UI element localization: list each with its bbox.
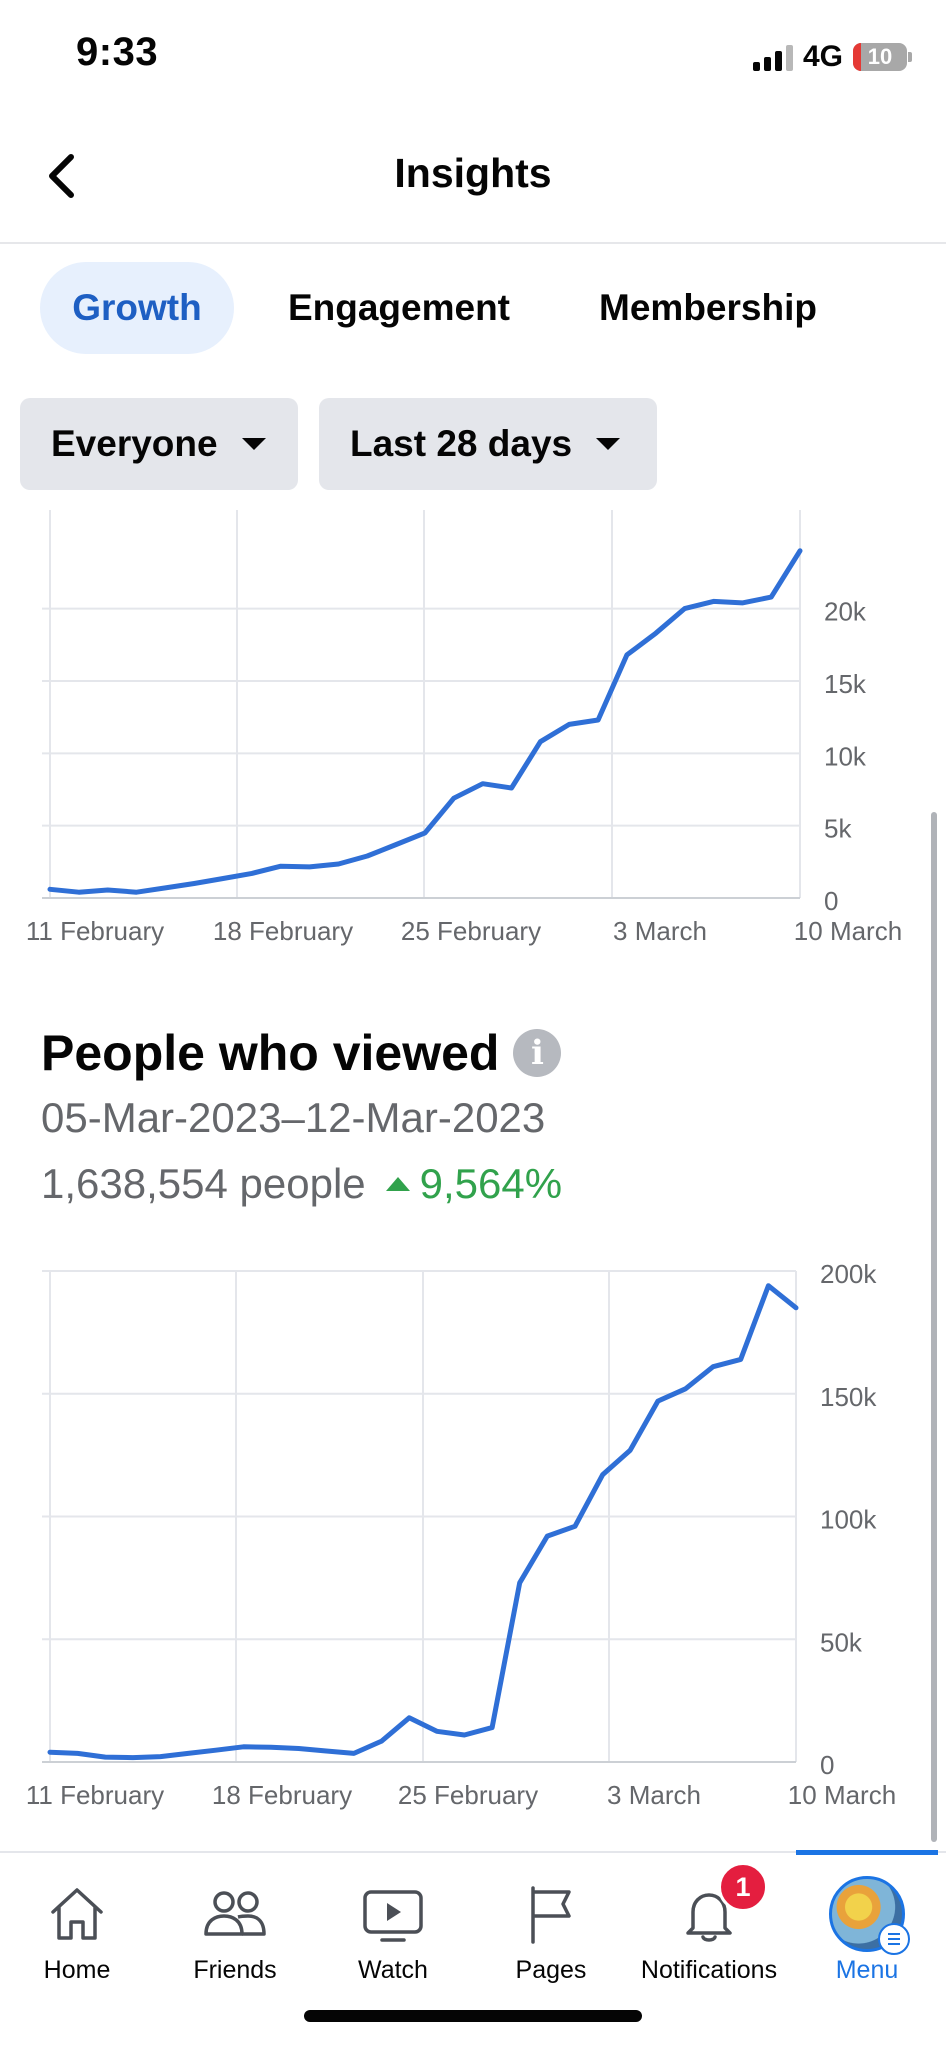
y-tick-label: 50k: [820, 1627, 863, 1657]
y-tick-label: 10k: [824, 741, 867, 771]
y-tick-label: 200k: [820, 1259, 877, 1289]
y-tick-label: 0: [820, 1750, 834, 1780]
period-filter-label: Last 28 days: [350, 423, 573, 464]
nav-home-label: Home: [43, 1956, 111, 1984]
people-count: 1,638,554 people: [41, 1160, 366, 1207]
nav-menu[interactable]: Menu: [788, 1862, 946, 1992]
x-tick-label: 3 March: [607, 1780, 701, 1810]
nav-menu-label: Menu: [835, 1956, 899, 1984]
tab-growth[interactable]: Growth: [40, 262, 234, 354]
avatar-menu-icon: [829, 1876, 910, 1955]
active-tab-indicator: [796, 1850, 938, 1855]
scrollbar[interactable]: [931, 812, 937, 1842]
y-tick-label: 100k: [820, 1505, 877, 1535]
menu-lines-icon: [878, 1923, 910, 1955]
tab-membership[interactable]: Membership: [599, 287, 817, 328]
chevron-left-icon: [49, 154, 74, 198]
growth-line-chart: 0 5k 10k 15k 20k 11 February 18 February 25 Feb…: [26, 510, 902, 946]
page-title: Insights: [394, 150, 552, 196]
nav-notifications[interactable]: 1 Notifications: [630, 1862, 788, 1992]
y-tick-label: 20k: [824, 597, 867, 627]
section-title: People who viewed i: [41, 1024, 562, 1082]
battery-icon: 10: [853, 43, 912, 71]
y-tick-label: 150k: [820, 1382, 877, 1412]
people-viewed-line-chart: 0 50k 100k 150k 200k 11 February 18 February 25…: [26, 1259, 896, 1810]
x-tick-label: 25 February: [401, 916, 541, 946]
x-tick-label: 18 February: [213, 916, 353, 946]
notification-badge: 1: [718, 1862, 768, 1912]
watch-icon: [363, 1890, 423, 1942]
info-icon[interactable]: i: [513, 1029, 562, 1077]
signal-icon: [752, 43, 793, 71]
nav-pages-label: Pages: [515, 1956, 587, 1984]
caret-down-icon: [241, 438, 266, 450]
x-tick-label: 10 March: [794, 916, 902, 946]
nav-pages[interactable]: Pages: [472, 1862, 630, 1992]
audience-filter-label: Everyone: [51, 423, 218, 464]
battery-level: 10: [867, 44, 893, 69]
nav-divider: [0, 1851, 946, 1853]
tab-engagement[interactable]: Engagement: [287, 287, 511, 328]
nav-friends[interactable]: Friends: [156, 1862, 314, 1992]
status-icons: 4G 10: [752, 40, 912, 74]
audience-filter-dropdown[interactable]: Everyone: [20, 398, 298, 490]
nav-friends-label: Friends: [193, 1956, 277, 1984]
x-tick-label: 3 March: [613, 916, 707, 946]
x-tick-label: 25 February: [398, 1780, 538, 1810]
friends-icon: [204, 1891, 266, 1936]
y-tick-label: 15k: [824, 669, 867, 699]
x-tick-label: 11 February: [26, 916, 164, 946]
home-indicator: [304, 2010, 642, 2022]
home-icon: [51, 1888, 103, 1940]
network-type: 4G: [802, 40, 843, 73]
nav-watch-label: Watch: [358, 1956, 428, 1984]
bell-icon: [686, 1893, 732, 1942]
period-filter-dropdown[interactable]: Last 28 days: [319, 398, 657, 490]
nav-notifications-label: Notifications: [640, 1956, 778, 1984]
flag-icon: [531, 1886, 571, 1944]
x-tick-label: 11 February: [26, 1780, 164, 1810]
date-range: 05-Mar-2023–12-Mar-2023: [41, 1094, 546, 1141]
change-indicator: 9,564%: [385, 1160, 563, 1208]
nav-watch[interactable]: Watch: [314, 1862, 472, 1992]
series-line: [47, 1283, 799, 1761]
people-count-row: 1,638,554 people 9,564%: [41, 1160, 562, 1208]
caret-down-icon: [596, 438, 621, 450]
nav-home[interactable]: Home: [0, 1862, 156, 1992]
y-tick-label: 5k: [824, 814, 852, 844]
x-tick-label: 10 March: [788, 1780, 896, 1810]
status-time: 9:33: [76, 30, 159, 74]
header-divider: [0, 242, 946, 244]
back-button[interactable]: [38, 148, 84, 204]
x-tick-label: 18 February: [212, 1780, 352, 1810]
change-percent: 9,564%: [419, 1160, 563, 1207]
y-tick-label: 0: [824, 886, 838, 916]
up-triangle-icon: [385, 1177, 410, 1191]
section-title-text: People who viewed: [41, 1025, 500, 1081]
